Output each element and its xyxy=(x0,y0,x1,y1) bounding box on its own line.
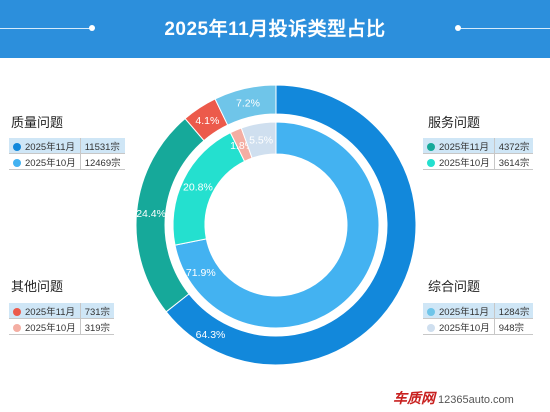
legend-marker xyxy=(13,158,21,167)
legend-value: 319宗 xyxy=(84,322,111,334)
slice-label-outer-2: 4.1% xyxy=(195,115,219,127)
legend-marker xyxy=(427,142,435,151)
legend-title-general: 综合问题 xyxy=(428,279,481,294)
legend-label: 2025年10月 xyxy=(439,322,490,334)
slice-label-inner-0: 71.9% xyxy=(186,267,216,279)
legend-value: 1284宗 xyxy=(498,306,530,318)
watermark-brand: 车质网 xyxy=(393,390,435,406)
legend-label: 2025年10月 xyxy=(25,322,76,334)
legend-value: 12469宗 xyxy=(84,157,121,169)
legend-row-nov: 2025年11月 4372宗 xyxy=(423,138,534,154)
legend-row-nov: 2025年11月 11531宗 xyxy=(9,138,125,154)
legend-value: 11531宗 xyxy=(84,141,120,153)
header-dot-left xyxy=(89,25,95,31)
legend-title-other: 其他问题 xyxy=(11,279,64,294)
legend-row-nov: 2025年11月 1284宗 xyxy=(423,303,534,319)
legend-value: 731宗 xyxy=(84,306,111,318)
legend-row-oct: 2025年10月 12469宗 xyxy=(9,153,125,170)
header-line-right xyxy=(458,28,550,29)
legend-marker xyxy=(13,323,21,332)
legend-table-quality: 2025年11月 11531宗 2025年10月 12469宗 xyxy=(9,138,125,170)
legend-label: 2025年10月 xyxy=(439,157,490,169)
nested-donut-chart: 64.3%24.4%4.1%7.2%71.9%20.8%1.8%5.5% xyxy=(135,84,417,366)
watermark-site: 12365auto.com xyxy=(438,394,514,406)
legend-label: 2025年11月 xyxy=(25,141,75,153)
slice-label-outer-3: 7.2% xyxy=(236,98,260,110)
header-line-left xyxy=(0,28,92,29)
legend-title-service: 服务问题 xyxy=(428,115,481,130)
legend-value: 3614宗 xyxy=(498,157,530,169)
legend-table-other: 2025年11月 731宗 2025年10月 319宗 xyxy=(9,303,115,335)
slice-label-outer-1: 24.4% xyxy=(136,208,166,220)
legend-value: 4372宗 xyxy=(498,141,530,153)
legend-marker xyxy=(427,307,435,316)
slice-label-outer-0: 64.3% xyxy=(196,329,226,341)
header-dot-right xyxy=(455,25,461,31)
legend-row-oct: 2025年10月 319宗 xyxy=(9,318,115,335)
watermark: 车质网 12365auto.com xyxy=(393,388,514,408)
legend-row-oct: 2025年10月 948宗 xyxy=(423,318,534,335)
legend-row-oct: 2025年10月 3614宗 xyxy=(423,153,534,170)
slice-label-inner-3: 5.5% xyxy=(249,134,273,146)
legend-title-quality: 质量问题 xyxy=(11,115,64,130)
header-banner: 2025年11月投诉类型占比 xyxy=(0,0,550,58)
slice-inner-3 xyxy=(240,121,277,159)
slice-label-inner-1: 20.8% xyxy=(183,182,213,194)
legend-label: 2025年11月 xyxy=(439,306,489,318)
legend-table-service: 2025年11月 4372宗 2025年10月 3614宗 xyxy=(423,138,534,170)
legend-value: 948宗 xyxy=(498,322,525,334)
legend-marker xyxy=(13,307,21,316)
slice-outer-0 xyxy=(165,84,417,366)
legend-label: 2025年11月 xyxy=(25,306,75,318)
chart-title: 2025年11月投诉类型占比 xyxy=(164,19,386,40)
legend-label: 2025年11月 xyxy=(439,141,489,153)
legend-marker xyxy=(427,323,435,332)
slice-inner-0 xyxy=(174,121,380,329)
legend-label: 2025年10月 xyxy=(25,157,76,169)
legend-table-general: 2025年11月 1284宗 2025年10月 948宗 xyxy=(423,303,534,335)
legend-marker xyxy=(427,158,435,167)
slice-outer-3 xyxy=(214,84,277,126)
legend-row-nov: 2025年11月 731宗 xyxy=(9,303,115,319)
legend-marker xyxy=(13,142,21,151)
